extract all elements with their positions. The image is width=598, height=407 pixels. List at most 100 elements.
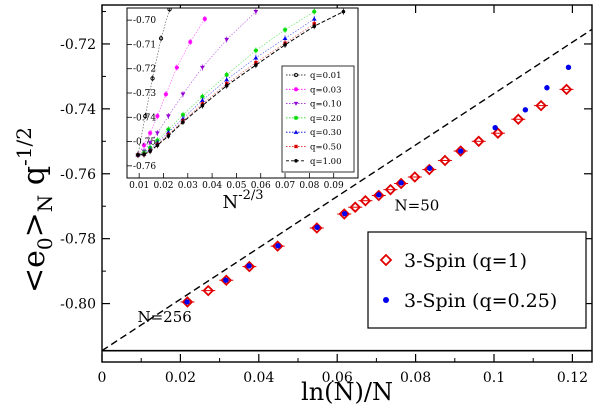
inset-x-axis-label-sup: -2/3 xyxy=(238,188,263,203)
inset-x-axis-label: N-2/3 xyxy=(222,188,263,213)
inset-data-point xyxy=(311,16,317,21)
inset-x-tick-label: 0.06 xyxy=(251,181,271,191)
y-axis-label-part: > xyxy=(17,212,52,237)
y-axis-label-part: 0 xyxy=(33,237,57,250)
data-point xyxy=(492,124,498,131)
inset-data-point xyxy=(155,143,160,148)
inset-series-2 xyxy=(135,8,259,158)
inset-x-tick-label: 0.02 xyxy=(153,181,173,191)
inset-data-point xyxy=(150,76,155,81)
inset-legend-entry-label: q=0.03 xyxy=(310,85,342,95)
data-point xyxy=(454,145,467,157)
inset-data-point xyxy=(166,134,171,138)
data-point xyxy=(439,154,451,167)
inset-data-point xyxy=(181,120,185,124)
inset-legend-marker xyxy=(294,159,298,163)
inset-series-6 xyxy=(136,8,346,158)
inset-data-point xyxy=(155,113,160,119)
inset-data-point xyxy=(224,77,230,82)
x-tick-label: 0.08 xyxy=(400,370,431,386)
data-point xyxy=(223,277,229,283)
inset-data-point xyxy=(148,149,152,154)
data-point xyxy=(457,148,464,154)
inset-data-point xyxy=(142,152,146,157)
inset-legend-marker xyxy=(294,144,298,149)
inset-data-point xyxy=(312,9,317,14)
inset-y-tick-label: -0.75 xyxy=(133,138,156,148)
inset-data-point xyxy=(141,143,147,148)
data-point xyxy=(395,177,407,190)
x-axis-label: ln(N)/N xyxy=(301,378,393,406)
y-tick-label: -0.74 xyxy=(60,102,96,118)
y-axis-label-part: N xyxy=(33,195,57,213)
data-point xyxy=(565,64,572,71)
data-point xyxy=(359,194,372,207)
legend-marker xyxy=(383,297,389,303)
inset-legend-entry-label: q=0.50 xyxy=(310,143,342,153)
inset-data-point xyxy=(253,9,259,14)
inset-legend-marker xyxy=(293,101,299,106)
inset-data-point xyxy=(282,36,288,41)
inset-legend-marker xyxy=(293,87,299,92)
data-point xyxy=(271,240,284,252)
x-tick-label: 0.1 xyxy=(483,370,505,386)
fit-line xyxy=(102,28,592,352)
x-tick-label: 0.02 xyxy=(165,370,196,386)
data-point xyxy=(409,171,421,183)
data-point xyxy=(341,210,348,217)
annotation-label: N=50 xyxy=(395,197,440,215)
data-point xyxy=(512,113,525,126)
inset-legend-box xyxy=(281,65,355,173)
inset-legend-marker xyxy=(293,130,299,134)
inset-x-tick-label: 0.04 xyxy=(202,181,222,191)
inset-data-point xyxy=(180,92,186,97)
inset-y-tick-label: -0.71 xyxy=(133,40,156,50)
data-point xyxy=(427,165,433,171)
y-tick-label: -0.78 xyxy=(60,232,96,248)
inset-legend-entry-label: q=0.01 xyxy=(310,71,342,81)
inset-data-point xyxy=(253,48,259,53)
inset-x-tick-label: 0.07 xyxy=(275,181,295,191)
x-tick-label: 0 xyxy=(98,370,107,386)
inset-data-point xyxy=(158,36,164,41)
inset-data-point xyxy=(199,98,205,102)
inset-series-line xyxy=(137,11,344,156)
data-point xyxy=(544,85,550,91)
data-point xyxy=(472,135,485,148)
y-axis-label-part: -1/2 xyxy=(12,127,36,166)
inset-data-point xyxy=(254,63,258,67)
y-tick-label: -0.76 xyxy=(60,167,96,183)
legend-box xyxy=(367,231,587,329)
y-axis-label: <e0>N q-1/2 xyxy=(12,127,57,293)
inset-legend-entry-label: q=1.00 xyxy=(310,157,342,167)
x-tick-label: 0.12 xyxy=(557,370,588,386)
inset-y-tick-label: -0.72 xyxy=(133,65,156,75)
inset-x-tick-label: 0.08 xyxy=(299,181,319,191)
inset-data-point xyxy=(224,83,229,88)
inset-y-tick-label: -0.73 xyxy=(133,89,156,99)
data-point xyxy=(275,243,281,249)
data-point xyxy=(243,260,256,273)
data-point xyxy=(492,127,504,139)
inset-series-line xyxy=(137,18,315,156)
data-point xyxy=(560,83,573,96)
inset-data-point xyxy=(312,24,317,29)
inset-data-point xyxy=(180,112,186,118)
data-point xyxy=(376,192,382,198)
inset-data-point xyxy=(200,94,205,99)
data-point xyxy=(246,263,252,269)
inset-legend-entry-label: q=0.20 xyxy=(310,114,342,124)
y-tick-label: -0.72 xyxy=(60,37,96,53)
inset-data-point xyxy=(282,27,288,33)
inset-data-point xyxy=(224,72,229,77)
inset-y-tick-label: -0.74 xyxy=(133,113,156,123)
y-axis-label-text: <e0>N q-1/2 xyxy=(12,127,57,293)
inset-x-tick-label: 0.05 xyxy=(226,181,246,191)
data-point xyxy=(338,208,351,220)
main-axes-frame xyxy=(101,4,593,363)
inset-data-point xyxy=(200,103,205,108)
inset-data-point xyxy=(154,131,160,136)
inset-x-tick-label: 0.03 xyxy=(178,181,198,191)
main-legend: 3-Spin (q=1) 3-Spin (q=0.25) xyxy=(367,231,587,329)
